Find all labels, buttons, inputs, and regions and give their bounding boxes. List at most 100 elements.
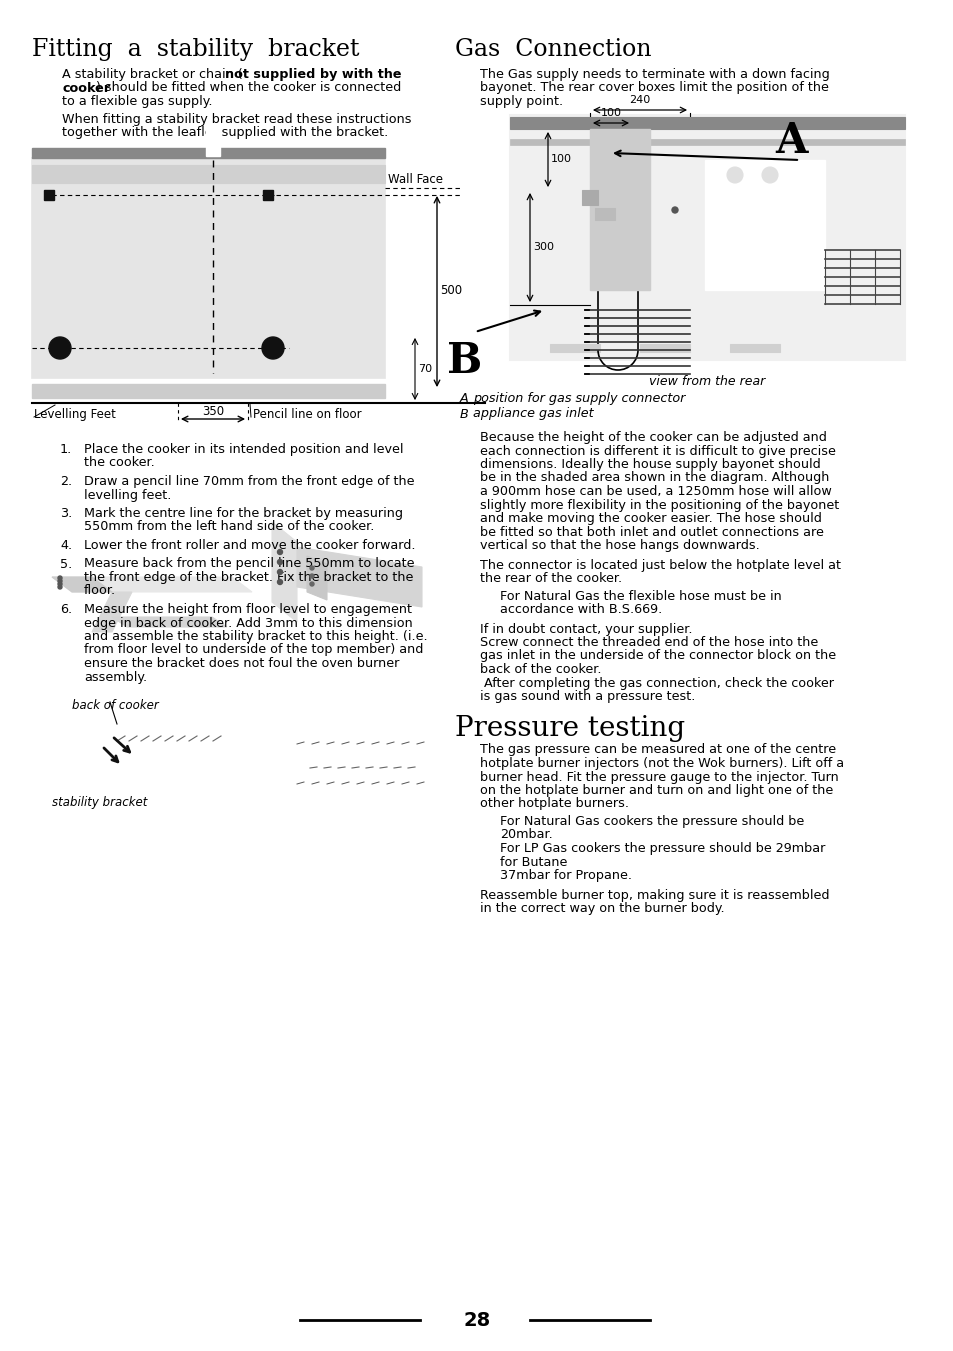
Circle shape <box>58 582 62 586</box>
Text: not supplied by with the: not supplied by with the <box>225 68 401 81</box>
Polygon shape <box>112 617 227 627</box>
Text: Mark the centre line for the bracket by measuring: Mark the centre line for the bracket by … <box>84 507 402 520</box>
Text: gas inlet in the underside of the connector block on the: gas inlet in the underside of the connec… <box>479 650 835 662</box>
Text: B: B <box>459 408 468 420</box>
Polygon shape <box>296 547 421 607</box>
Text: For LP Gas cookers the pressure should be 29mbar: For LP Gas cookers the pressure should b… <box>499 842 824 855</box>
Bar <box>44 190 54 200</box>
Bar <box>550 345 599 353</box>
Bar <box>206 126 220 155</box>
Text: For Natural Gas cookers the pressure should be: For Natural Gas cookers the pressure sho… <box>499 815 803 828</box>
Text: 350: 350 <box>202 405 224 417</box>
Bar <box>32 384 385 399</box>
Text: cooker: cooker <box>62 81 110 95</box>
Text: 6.: 6. <box>60 603 72 616</box>
Text: for Butane: for Butane <box>499 855 567 869</box>
Text: accordance with B.S.669.: accordance with B.S.669. <box>499 603 661 616</box>
Text: Fitting  a  stability  bracket: Fitting a stability bracket <box>32 38 359 61</box>
Text: A stability bracket or chain (: A stability bracket or chain ( <box>62 68 242 81</box>
Text: 300: 300 <box>533 242 554 253</box>
Text: the front edge of the bracket. Fix the bracket to the: the front edge of the bracket. Fix the b… <box>84 571 413 584</box>
Circle shape <box>58 585 62 589</box>
Text: 37mbar for Propane.: 37mbar for Propane. <box>499 869 631 882</box>
Circle shape <box>277 570 282 574</box>
Text: 5.: 5. <box>60 558 72 570</box>
Text: bayonet. The rear cover boxes limit the position of the: bayonet. The rear cover boxes limit the … <box>479 81 828 95</box>
Text: ensure the bracket does not foul the oven burner: ensure the bracket does not foul the ove… <box>84 657 399 670</box>
Text: position for gas supply connector: position for gas supply connector <box>473 392 684 405</box>
Text: a 900mm hose can be used, a 1250mm hose will allow: a 900mm hose can be used, a 1250mm hose … <box>479 485 831 499</box>
Text: 100: 100 <box>551 154 572 163</box>
Text: 4.: 4. <box>60 539 72 553</box>
Circle shape <box>262 336 284 359</box>
Text: 20mbar.: 20mbar. <box>499 828 552 842</box>
Polygon shape <box>52 577 252 592</box>
Text: edge in back of cooker. Add 3mm to this dimension: edge in back of cooker. Add 3mm to this … <box>84 616 413 630</box>
Text: supply point.: supply point. <box>479 95 562 108</box>
Bar <box>729 345 780 353</box>
Text: dimensions. Ideally the house supply bayonet should: dimensions. Ideally the house supply bay… <box>479 458 820 471</box>
Bar <box>589 128 649 290</box>
Text: 550mm from the left hand side of the cooker.: 550mm from the left hand side of the coo… <box>84 520 374 534</box>
Bar <box>510 118 904 128</box>
Text: the rear of the cooker.: the rear of the cooker. <box>479 571 621 585</box>
Text: Because the height of the cooker can be adjusted and: Because the height of the cooker can be … <box>479 431 826 444</box>
Circle shape <box>277 559 282 565</box>
Text: 240: 240 <box>629 95 650 105</box>
Circle shape <box>671 207 678 213</box>
Circle shape <box>726 168 742 182</box>
Text: appliance gas inlet: appliance gas inlet <box>473 408 593 420</box>
Text: be fitted so that both inlet and outlet connections are: be fitted so that both inlet and outlet … <box>479 526 823 539</box>
Text: and assemble the stability bracket to this height. (i.e.: and assemble the stability bracket to th… <box>84 630 427 643</box>
Text: 1.: 1. <box>60 443 72 457</box>
Text: Gas  Connection: Gas Connection <box>455 38 651 61</box>
Text: 28: 28 <box>463 1310 490 1329</box>
Text: After completing the gas connection, check the cooker: After completing the gas connection, che… <box>479 677 833 689</box>
Text: B: B <box>447 340 482 382</box>
Text: A: A <box>459 392 468 405</box>
Text: The Gas supply needs to terminate with a down facing: The Gas supply needs to terminate with a… <box>479 68 829 81</box>
Text: A: A <box>774 120 806 162</box>
Text: the cooker.: the cooker. <box>84 457 154 470</box>
Text: 100: 100 <box>599 108 620 118</box>
Text: 500: 500 <box>439 285 461 297</box>
Text: floor.: floor. <box>84 585 116 597</box>
Bar <box>510 139 904 145</box>
Circle shape <box>761 168 778 182</box>
Text: Measure the height from floor level to engagement: Measure the height from floor level to e… <box>84 603 412 616</box>
Bar <box>581 190 598 205</box>
Text: be in the shaded area shown in the diagram. Although: be in the shaded area shown in the diagr… <box>479 471 828 485</box>
Polygon shape <box>52 577 112 592</box>
Bar <box>595 208 615 220</box>
Text: assembly.: assembly. <box>84 670 147 684</box>
Text: is gas sound with a pressure test.: is gas sound with a pressure test. <box>479 690 695 703</box>
Text: Place the cooker in its intended position and level: Place the cooker in its intended positio… <box>84 443 403 457</box>
Text: 3.: 3. <box>60 507 72 520</box>
Text: view from the rear: view from the rear <box>648 376 764 388</box>
Circle shape <box>58 580 62 584</box>
Text: levelling feet.: levelling feet. <box>84 489 172 501</box>
Text: ) should be fitted when the cooker is connected: ) should be fitted when the cooker is co… <box>96 81 401 95</box>
Text: If in doubt contact, your supplier.: If in doubt contact, your supplier. <box>479 623 692 635</box>
Text: and make moving the cooker easier. The hose should: and make moving the cooker easier. The h… <box>479 512 821 526</box>
Text: together with the leaflet supplied with the bracket.: together with the leaflet supplied with … <box>62 126 388 139</box>
Circle shape <box>310 582 314 586</box>
Text: burner head. Fit the pressure gauge to the injector. Turn: burner head. Fit the pressure gauge to t… <box>479 770 838 784</box>
Text: Lower the front roller and move the cooker forward.: Lower the front roller and move the cook… <box>84 539 416 553</box>
Text: The gas pressure can be measured at one of the centre: The gas pressure can be measured at one … <box>479 743 835 757</box>
Text: on the hotplate burner and turn on and light one of the: on the hotplate burner and turn on and l… <box>479 784 832 797</box>
Text: other hotplate burners.: other hotplate burners. <box>479 797 628 811</box>
Text: The connector is located just below the hotplate level at: The connector is located just below the … <box>479 558 841 571</box>
Text: Levelling Feet: Levelling Feet <box>34 408 115 422</box>
Bar <box>32 158 385 378</box>
Polygon shape <box>91 592 132 632</box>
Text: When fitting a stability bracket read these instructions: When fitting a stability bracket read th… <box>62 112 411 126</box>
Bar <box>263 190 273 200</box>
Text: 2.: 2. <box>60 476 72 488</box>
Text: each connection is different it is difficult to give precise: each connection is different it is diffi… <box>479 444 835 458</box>
Text: Draw a pencil line 70mm from the front edge of the: Draw a pencil line 70mm from the front e… <box>84 476 414 488</box>
Circle shape <box>277 580 282 585</box>
Text: back of cooker: back of cooker <box>71 698 158 712</box>
Text: Pencil line on floor: Pencil line on floor <box>253 408 361 422</box>
Text: For Natural Gas the flexible hose must be in: For Natural Gas the flexible hose must b… <box>499 589 781 603</box>
